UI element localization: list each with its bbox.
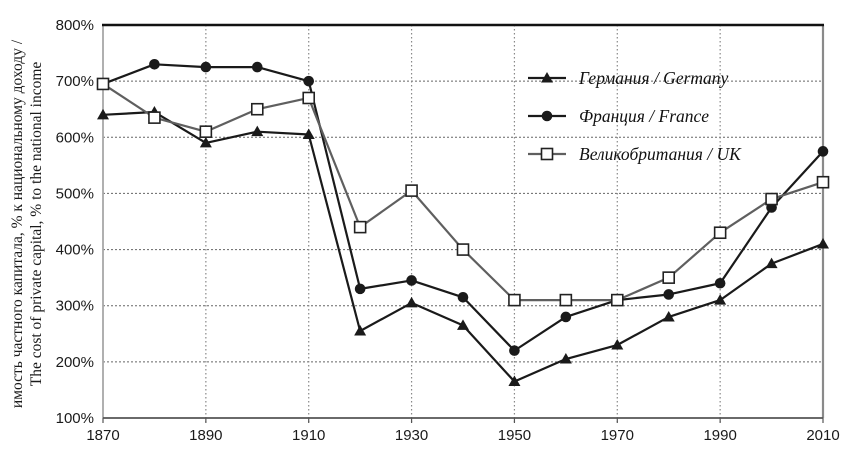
triangle-marker — [714, 294, 727, 305]
x-tick-label: 1890 — [189, 427, 222, 444]
triangle-marker — [405, 296, 418, 308]
y-tick-label: 400% — [56, 242, 94, 259]
triangle-marker — [765, 257, 778, 269]
y-axis-title-en: The cost of private capital, % to the na… — [28, 61, 45, 387]
circle-marker — [303, 75, 315, 87]
circle-marker — [714, 277, 726, 289]
triangle-marker — [508, 375, 521, 387]
triangle-marker — [611, 339, 624, 350]
y-tick-label: 600% — [56, 129, 94, 146]
x-tick-label: 1990 — [703, 427, 736, 444]
circle-marker — [541, 110, 553, 122]
x-tick-label: 1910 — [292, 427, 325, 444]
square-marker — [610, 293, 624, 307]
x-tick-labels: 1870 1890 1910 1930 1950 1970 1990 2010 — [86, 418, 840, 444]
circle-marker — [457, 291, 469, 303]
circle-marker — [354, 283, 366, 295]
square-marker — [540, 147, 554, 161]
triangle-marker — [662, 310, 675, 322]
legend-label-uk: Великобритания / UK — [579, 144, 742, 164]
square-marker — [353, 220, 367, 234]
square-marker — [508, 293, 521, 307]
circle-marker — [509, 345, 520, 356]
y-tick-labels: 100% 200% 300% 400% 500% 600% 700% 800% — [56, 17, 94, 427]
square-marker — [199, 125, 213, 138]
france-series — [97, 59, 829, 356]
legend-item-germany: Германия / Germany — [528, 68, 729, 88]
square-marker — [765, 192, 778, 206]
circle-marker — [406, 275, 417, 286]
x-tick-label: 1970 — [601, 427, 634, 444]
triangle-marker — [541, 72, 553, 83]
y-tick-label: 800% — [56, 17, 94, 34]
x-tick-label: 1870 — [86, 427, 119, 444]
circle-marker — [251, 61, 263, 73]
square-marker — [456, 243, 470, 256]
triangle-marker — [251, 125, 264, 137]
square-marker — [96, 77, 110, 91]
square-marker — [559, 293, 573, 307]
square-marker — [148, 111, 161, 124]
legend-label-germany: Германия / Germany — [578, 68, 729, 88]
uk-series — [96, 77, 830, 307]
square-marker — [302, 91, 316, 105]
triangle-marker — [199, 136, 212, 148]
square-marker — [816, 175, 830, 189]
triangle-marker — [559, 353, 572, 364]
square-marker — [405, 184, 418, 197]
circle-marker — [663, 289, 675, 300]
square-marker — [250, 102, 264, 116]
uk-line — [102, 83, 824, 302]
legend-item-uk: Великобритания / UK — [528, 144, 742, 164]
y-tick-label: 100% — [56, 410, 94, 427]
y-tick-label: 300% — [56, 298, 94, 315]
circle-marker — [560, 311, 572, 323]
legend: Германия / Germany Франция / France Велико… — [528, 68, 742, 164]
x-tick-label: 1930 — [395, 427, 428, 444]
legend-item-france: Франция / France — [528, 106, 709, 126]
y-axis-title: имость частного капитала, % к национальн… — [8, 40, 46, 408]
y-axis-title-ru: имость частного капитала, % к национальн… — [9, 39, 26, 409]
germany-series — [97, 106, 829, 387]
france-line — [102, 63, 824, 352]
triangle-marker — [302, 128, 315, 139]
triangle-marker — [97, 108, 109, 120]
triangle-marker — [817, 237, 829, 249]
circle-marker — [200, 61, 212, 73]
x-tick-label: 2010 — [806, 427, 839, 444]
x-tick-label: 1950 — [498, 427, 531, 444]
y-tick-label: 700% — [56, 73, 94, 90]
triangle-marker — [457, 319, 469, 330]
y-tick-label: 200% — [56, 354, 94, 371]
legend-label-france: Франция / France — [579, 106, 709, 126]
circle-marker — [149, 59, 160, 70]
axes — [102, 23, 825, 419]
square-marker — [713, 226, 727, 240]
circle-marker — [817, 146, 829, 157]
triangle-marker — [354, 324, 367, 336]
square-marker — [662, 271, 676, 284]
y-tick-label: 500% — [56, 185, 94, 202]
